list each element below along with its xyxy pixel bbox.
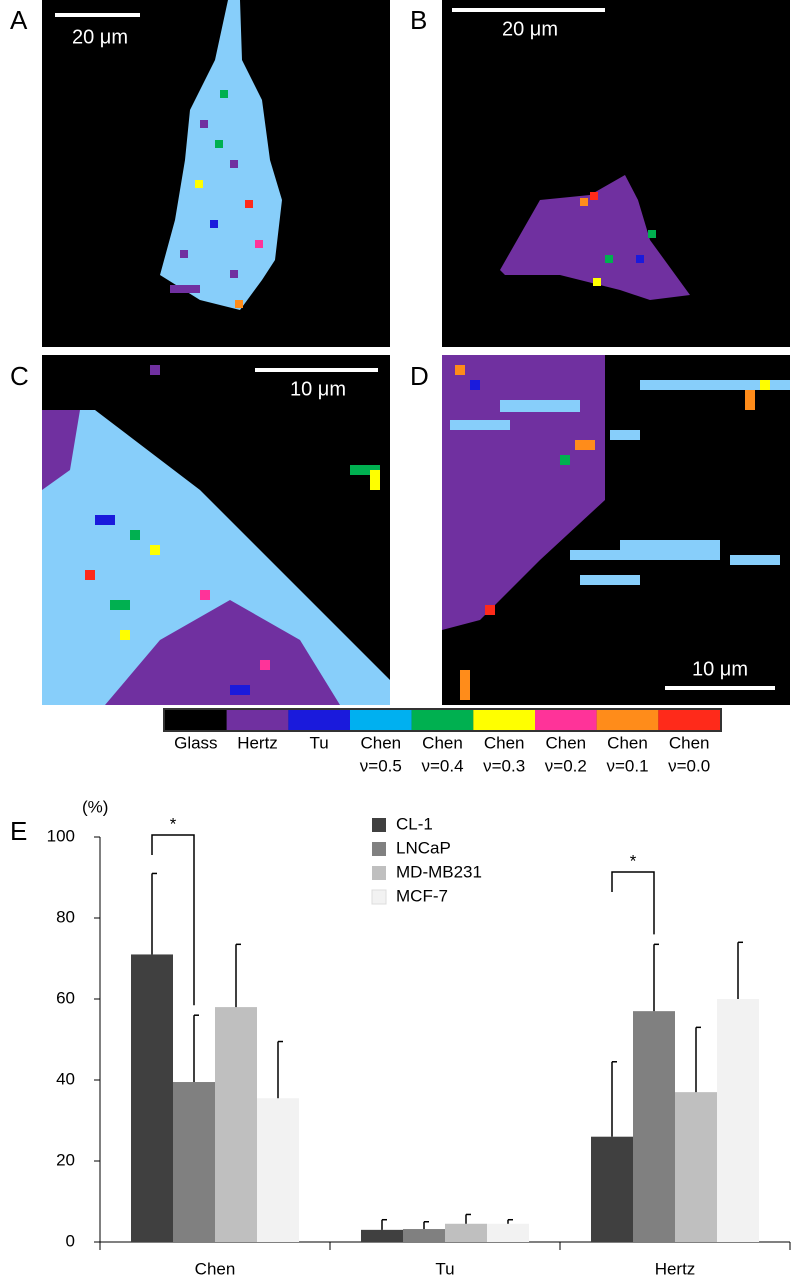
- y-tick-label: 100: [47, 826, 75, 845]
- colorbar-swatch: [411, 710, 474, 730]
- colorbar-sublabel: ν=0.0: [668, 756, 710, 775]
- colorbar-swatch: [658, 710, 720, 730]
- colorbar-sublabel: ν=0.1: [606, 756, 648, 775]
- legend-label: LNCaP: [396, 838, 451, 857]
- map-pixels: [450, 365, 790, 700]
- panel-label: B: [410, 5, 427, 35]
- bar: [131, 954, 173, 1242]
- significance-mark: *: [630, 851, 637, 870]
- bar: [361, 1229, 403, 1242]
- bar: [591, 1136, 633, 1242]
- map-pixels: [580, 192, 656, 286]
- y-tick-label: 0: [66, 1231, 75, 1250]
- bar: [487, 1223, 529, 1242]
- legend-swatch: [372, 818, 386, 832]
- colorbar-swatch: [288, 710, 350, 730]
- map-panel: [442, 0, 790, 347]
- colorbar-label: Chen: [546, 733, 587, 752]
- colorbar-label: Glass: [174, 733, 217, 752]
- panel-label: E: [10, 816, 27, 846]
- colorbar-label: Chen: [361, 733, 402, 752]
- cell-map: [105, 600, 340, 705]
- x-tick-label: Hertz: [655, 1259, 696, 1277]
- bar: [675, 1092, 717, 1242]
- scale-bar-label: 20 μm: [72, 26, 128, 48]
- panel-label: A: [10, 5, 28, 35]
- y-tick-label: 60: [56, 988, 75, 1007]
- y-tick-label: 20: [56, 1150, 75, 1169]
- cell-map: [42, 410, 80, 490]
- bar: [445, 1223, 487, 1242]
- colorbar-swatch: [596, 710, 659, 730]
- x-tick-label: Tu: [435, 1259, 454, 1277]
- y-tick-label: 80: [56, 907, 75, 926]
- colorbar-swatch: [535, 710, 597, 730]
- colorbar-sublabel: ν=0.4: [421, 756, 463, 775]
- colorbar-sublabel: ν=0.2: [545, 756, 587, 775]
- panel-label: C: [10, 361, 29, 391]
- scale-bar-label: 10 μm: [692, 658, 748, 680]
- bar: [257, 1098, 299, 1242]
- y-axis-label: (%): [82, 797, 108, 816]
- significance-mark: *: [170, 814, 177, 833]
- bar: [717, 999, 759, 1242]
- y-tick-label: 40: [56, 1069, 75, 1088]
- cell-map: [500, 175, 690, 300]
- colorbar-swatch: [350, 710, 412, 730]
- significance-bracket: [611, 871, 655, 935]
- scale-bar-label: 20 μm: [502, 18, 558, 40]
- legend-label: MCF-7: [396, 886, 448, 905]
- bar: [633, 1011, 675, 1242]
- colorbar-label: Tu: [310, 733, 329, 752]
- colorbar-sublabel: ν=0.3: [483, 756, 525, 775]
- colorbar-swatch: [473, 710, 535, 730]
- legend-swatch: [372, 866, 386, 880]
- legend-label: CL-1: [396, 814, 433, 833]
- legend-label: MD-MB231: [396, 862, 482, 881]
- colorbar-label: Chen: [484, 733, 525, 752]
- panel-label: D: [410, 361, 429, 391]
- x-tick-label: Chen: [195, 1259, 236, 1277]
- bar: [173, 1082, 215, 1242]
- colorbar-swatch: [226, 710, 289, 730]
- colorbar-sublabel: ν=0.5: [360, 756, 402, 775]
- cell-map: [160, 0, 282, 310]
- bar: [215, 1007, 257, 1242]
- map-pixels: [170, 90, 263, 308]
- colorbar-label: Chen: [669, 733, 710, 752]
- colorbar-swatch: [165, 710, 227, 730]
- significance-bracket: [151, 834, 195, 1006]
- colorbar-label: Chen: [422, 733, 463, 752]
- legend-swatch: [371, 889, 387, 905]
- colorbar-label: Hertz: [237, 733, 278, 752]
- bar: [403, 1229, 445, 1242]
- colorbar-label: Chen: [607, 733, 648, 752]
- scale-bar-label: 10 μm: [290, 378, 346, 400]
- legend-swatch: [372, 842, 386, 856]
- map-pixels: [85, 365, 380, 695]
